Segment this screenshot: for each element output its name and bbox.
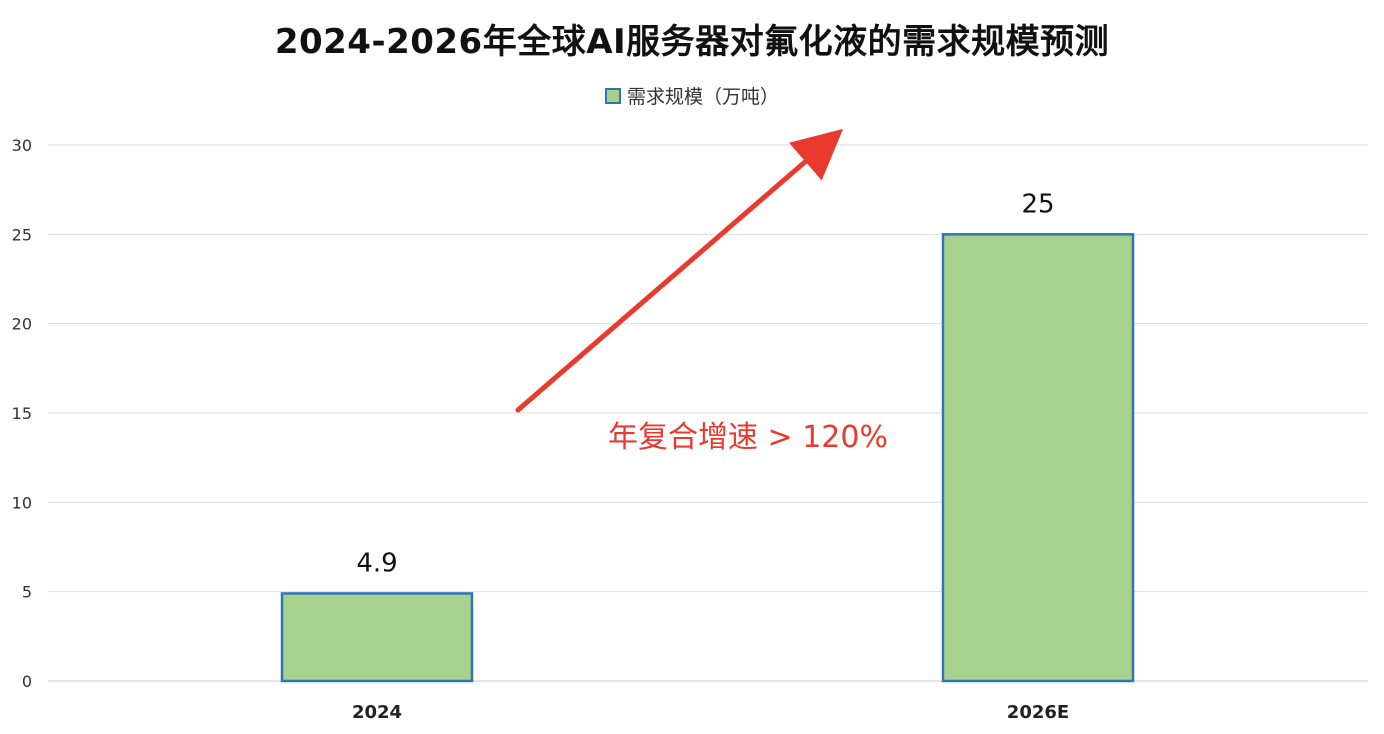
y-tick-label: 15 bbox=[12, 404, 32, 423]
growth-annotation: 年复合增速 > 120% bbox=[608, 420, 888, 455]
y-tick-label: 25 bbox=[12, 225, 32, 244]
y-tick-label: 20 bbox=[12, 315, 32, 334]
y-axis-ticks: 0 5 10 15 20 25 30 bbox=[12, 136, 32, 691]
legend-swatch bbox=[604, 87, 621, 104]
chart-title: 2024-2026年全球AI服务器对氟化液的需求规模预测 bbox=[274, 22, 1110, 62]
data-label: 4.9 bbox=[356, 548, 397, 578]
y-tick-label: 30 bbox=[12, 136, 32, 155]
data-label: 25 bbox=[1021, 189, 1054, 219]
growth-arrow bbox=[515, 128, 844, 413]
x-axis-labels: 2024 2026E bbox=[352, 702, 1069, 723]
y-tick-label: 0 bbox=[22, 672, 32, 691]
legend: 需求规模（万吨） bbox=[0, 82, 1384, 109]
y-tick-label: 5 bbox=[22, 583, 32, 602]
bar bbox=[941, 233, 1135, 683]
bar bbox=[280, 592, 474, 683]
legend-label: 需求规模（万吨） bbox=[626, 86, 779, 108]
data-label-layer: 4.9 25 bbox=[356, 189, 1054, 578]
x-tick-label: 2026E bbox=[1007, 702, 1069, 723]
y-tick-label: 10 bbox=[12, 493, 32, 512]
x-tick-label: 2024 bbox=[352, 702, 402, 723]
grid-layer bbox=[48, 144, 1368, 682]
bar-layer bbox=[280, 233, 1135, 683]
